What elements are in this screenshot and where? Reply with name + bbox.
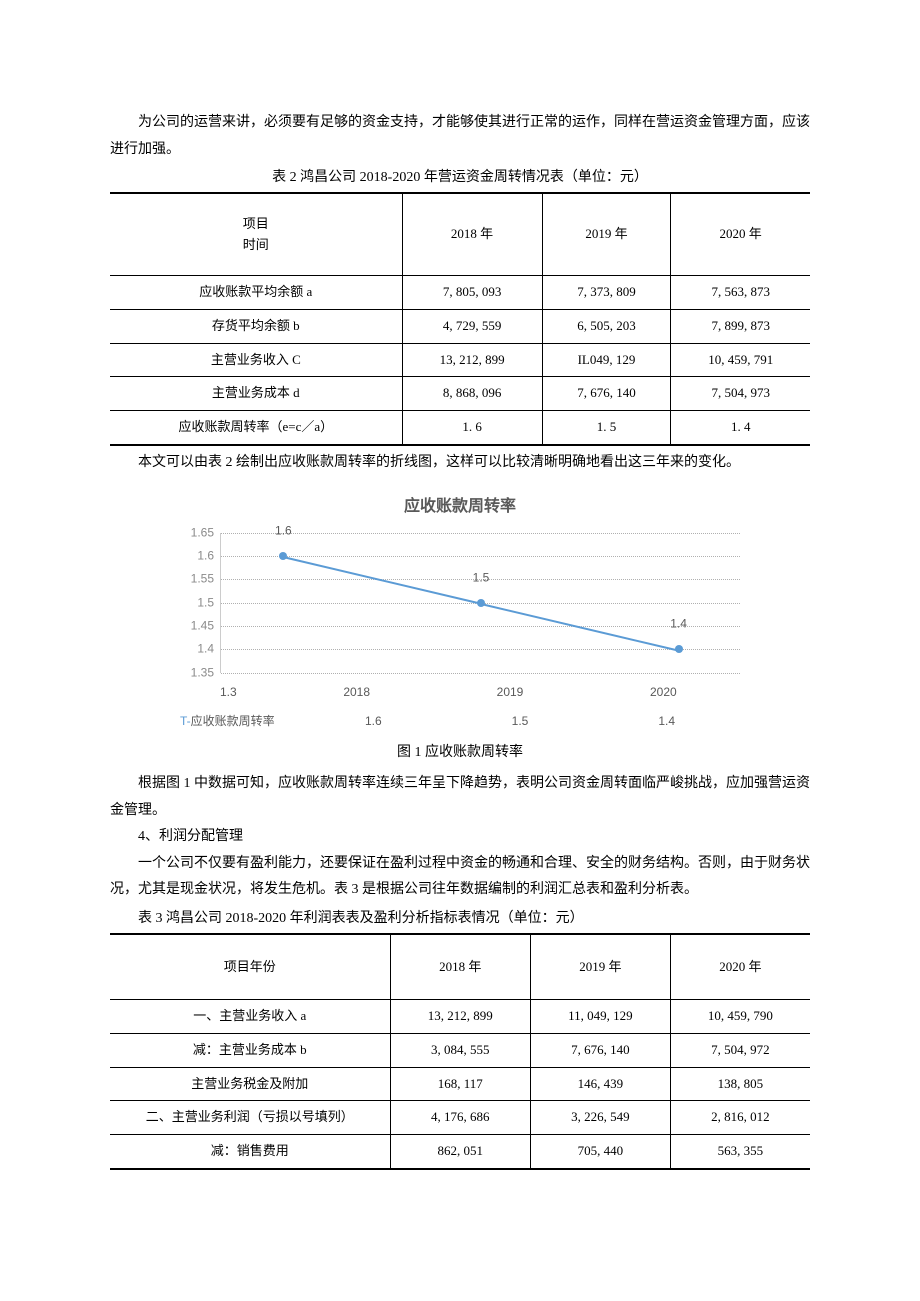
intro-paragraph: 为公司的运营来讲，必须要有足够的资金支持，才能够使其进行正常的运作，同样在营运资… <box>110 110 810 163</box>
section4-paragraph: 一个公司不仅要有盈利能力，还要保证在盈利过程中资金的畅通和合理、安全的财务结构。… <box>110 851 810 904</box>
table-cell: 4, 176, 686 <box>390 1101 531 1135</box>
table-cell: 10, 459, 791 <box>671 343 810 377</box>
table-cell: 7, 676, 140 <box>542 377 671 411</box>
table3: 项目年份 2018 年 2019 年 2020 年 一、主营业务收入 a13, … <box>110 933 810 1170</box>
table3-header-2018: 2018 年 <box>390 934 531 1000</box>
table-cell: 3, 226, 549 <box>531 1101 671 1135</box>
table3-header-2020: 2020 年 <box>670 934 810 1000</box>
chart-container: 1.351.41.451.51.551.61.65 1.61.51.4 1.3 … <box>180 533 740 733</box>
table3-header-2019: 2019 年 <box>531 934 671 1000</box>
chart-y-tick: 1.45 <box>191 615 214 638</box>
table-row-label: 应收账款平均余额 a <box>110 276 402 310</box>
table-row-label: 主营业务成本 d <box>110 377 402 411</box>
chart-y-tick: 1.4 <box>197 638 214 661</box>
chart-y-tick: 1.35 <box>191 661 214 684</box>
table-cell: 2, 816, 012 <box>670 1101 810 1135</box>
table-cell: IL049, 129 <box>542 343 671 377</box>
table-cell: 13, 212, 899 <box>402 343 542 377</box>
chart-data-label: 1.5 <box>473 566 490 589</box>
chart-y-tick: 1.55 <box>191 568 214 591</box>
table-row-label: 减：主营业务成本 b <box>110 1033 390 1067</box>
table-cell: 4, 729, 559 <box>402 310 542 344</box>
chart-line-segment <box>283 556 481 605</box>
table-cell: 146, 439 <box>531 1067 671 1101</box>
table-cell: 862, 051 <box>390 1134 531 1168</box>
chart-gridline <box>221 649 740 650</box>
table-row-label: 主营业务收入 C <box>110 343 402 377</box>
table2-header-2020: 2020 年 <box>671 193 810 276</box>
chart-series-row: T-应收账款周转率 1.6 1.5 1.4 <box>180 710 740 733</box>
chart-plot-area: 1.61.51.4 <box>220 533 740 673</box>
chart-line-segment <box>481 603 679 652</box>
table-cell: 1. 5 <box>542 411 671 445</box>
table-row-label: 应收账款周转率（e=c／a） <box>110 411 402 445</box>
chart-y-tick: 1.65 <box>191 521 214 544</box>
chart-marker <box>477 599 485 607</box>
chart-x-label-0: 2018 <box>280 681 433 704</box>
chart-data-label: 1.4 <box>670 613 687 636</box>
chart-y-tick: 1.6 <box>197 545 214 568</box>
table-cell: 1. 6 <box>402 411 542 445</box>
table3-caption: 表 3 鸿昌公司 2018-2020 年利润表表及盈利分析指标表情况（单位：元） <box>110 906 810 933</box>
table-cell: 6, 505, 203 <box>542 310 671 344</box>
table-row-label: 二、主营业务利润（亏损以号填列） <box>110 1101 390 1135</box>
chart-series-val-1: 1.5 <box>447 710 594 733</box>
table-cell: 7, 899, 873 <box>671 310 810 344</box>
table-cell: 11, 049, 129 <box>531 1000 671 1034</box>
chart-y-axis: 1.351.41.451.51.551.61.65 <box>180 533 220 673</box>
table-cell: 705, 440 <box>531 1134 671 1168</box>
chart-series-val-0: 1.6 <box>300 710 447 733</box>
mid-paragraph: 本文可以由表 2 绘制出应收账款周转率的折线图，这样可以比较清晰明确地看出这三年… <box>110 450 810 477</box>
table-cell: 7, 805, 093 <box>402 276 542 310</box>
chart-section: 应收账款周转率 1.351.41.451.51.551.61.65 1.61.5… <box>110 492 810 732</box>
table3-header-item: 项目年份 <box>110 934 390 1000</box>
table-cell: 168, 117 <box>390 1067 531 1101</box>
table-cell: 7, 373, 809 <box>542 276 671 310</box>
fig1-caption: 图 1 应收账款周转率 <box>110 740 810 767</box>
chart-gridline <box>221 533 740 534</box>
chart-gridline <box>221 673 740 674</box>
chart-title: 应收账款周转率 <box>110 492 810 522</box>
table2-header-2019: 2019 年 <box>542 193 671 276</box>
chart-series-val-2: 1.4 <box>593 710 740 733</box>
chart-y-tick: 1.5 <box>197 591 214 614</box>
table-row-label: 一、主营业务收入 a <box>110 1000 390 1034</box>
chart-data-label: 1.6 <box>275 520 292 543</box>
table-cell: 10, 459, 790 <box>670 1000 810 1034</box>
table-cell: 7, 563, 873 <box>671 276 810 310</box>
chart-series-name: T-应收账款周转率 <box>180 710 300 733</box>
chart-gridline <box>221 626 740 627</box>
table-cell: 7, 504, 973 <box>671 377 810 411</box>
chart-x-label-1: 2019 <box>433 681 586 704</box>
table-cell: 13, 212, 899 <box>390 1000 531 1034</box>
section4-heading: 4、利润分配管理 <box>110 824 810 851</box>
table-cell: 138, 805 <box>670 1067 810 1101</box>
chart-marker <box>675 645 683 653</box>
table2-header-2018: 2018 年 <box>402 193 542 276</box>
chart-x-left-label: 1.3 <box>220 681 280 704</box>
table-cell: 1. 4 <box>671 411 810 445</box>
table-cell: 3, 084, 555 <box>390 1033 531 1067</box>
table-cell: 563, 355 <box>670 1134 810 1168</box>
chart-x-label-2: 2020 <box>587 681 740 704</box>
table-row-label: 减：销售费用 <box>110 1134 390 1168</box>
table-cell: 7, 504, 972 <box>670 1033 810 1067</box>
table2-header-item: 项目时间 <box>110 193 402 276</box>
chart-marker <box>279 552 287 560</box>
chart-x-axis: 1.3 2018 2019 2020 <box>220 681 740 704</box>
table2-caption: 表 2 鸿昌公司 2018-2020 年营运资金周转情况表（单位：元） <box>110 165 810 192</box>
table-cell: 7, 676, 140 <box>531 1033 671 1067</box>
chart-gridline <box>221 556 740 557</box>
paragraph-after-chart: 根据图 1 中数据可知，应收账款周转率连续三年呈下降趋势，表明公司资金周转面临严… <box>110 771 810 824</box>
table-cell: 8, 868, 096 <box>402 377 542 411</box>
table-row-label: 主营业务税金及附加 <box>110 1067 390 1101</box>
table-row-label: 存货平均余额 b <box>110 310 402 344</box>
table2: 项目时间 2018 年 2019 年 2020 年 应收账款平均余额 a7, 8… <box>110 192 810 446</box>
